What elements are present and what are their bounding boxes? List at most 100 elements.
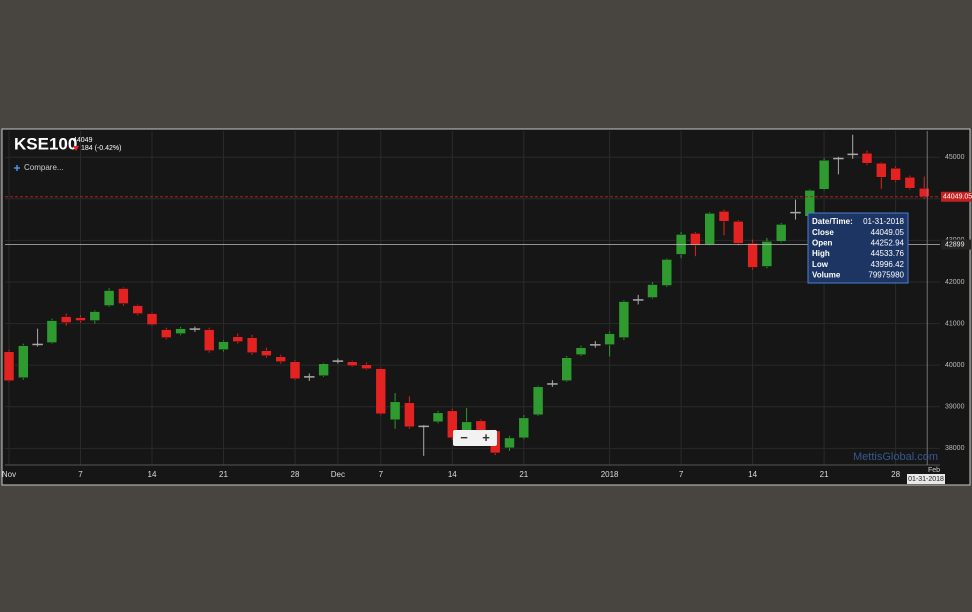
chart-title: KSE100 bbox=[14, 134, 77, 153]
tooltip-value: 01-31-2018 bbox=[863, 217, 904, 226]
candle-body bbox=[861, 152, 873, 164]
candle-body bbox=[18, 345, 29, 378]
candle-body bbox=[532, 386, 544, 416]
candle-body bbox=[75, 317, 86, 321]
candle-body bbox=[146, 313, 158, 325]
compare-button[interactable]: Compare... bbox=[24, 163, 64, 172]
candle-body bbox=[818, 159, 830, 190]
candle-body bbox=[561, 357, 572, 381]
candle-body bbox=[304, 376, 315, 378]
x-tick-label: 21 bbox=[519, 470, 528, 479]
crosshair-price-box bbox=[941, 239, 971, 250]
last-price-box bbox=[941, 191, 971, 202]
candle-body bbox=[647, 284, 658, 298]
candle-body bbox=[46, 320, 58, 343]
zoom-out[interactable]: − bbox=[460, 430, 468, 445]
x-tick-label: 7 bbox=[78, 470, 83, 479]
x-tick-label: 14 bbox=[148, 470, 157, 479]
candle-body bbox=[203, 329, 215, 351]
candle-body bbox=[718, 211, 730, 222]
y-tick-label: 45000 bbox=[945, 154, 965, 161]
candle-body bbox=[918, 188, 930, 198]
candle-body bbox=[775, 224, 787, 242]
candle-body bbox=[132, 305, 143, 314]
candle-body bbox=[890, 167, 901, 181]
candle-body bbox=[261, 350, 272, 356]
candle-body bbox=[60, 316, 72, 323]
tooltip-label: High bbox=[812, 249, 830, 258]
candle-body bbox=[389, 401, 401, 421]
candle-body bbox=[690, 233, 701, 246]
y-tick-label: 38000 bbox=[945, 445, 965, 452]
candle-body bbox=[661, 259, 673, 286]
x-tick-label: 28 bbox=[891, 470, 900, 479]
candle-body bbox=[575, 347, 587, 355]
candle-body bbox=[847, 153, 858, 156]
crosshair-price: 42899 bbox=[945, 241, 965, 248]
y-tick-label: 40000 bbox=[945, 362, 965, 369]
tooltip-value: 79975980 bbox=[868, 271, 904, 280]
candle-body bbox=[32, 343, 43, 346]
candle-body bbox=[275, 356, 286, 362]
down-icon bbox=[73, 146, 79, 151]
x-tick-label: Feb bbox=[928, 467, 940, 474]
last-price-label: 44049.05 bbox=[943, 194, 972, 201]
tooltip-label: Low bbox=[812, 260, 829, 269]
candle-body bbox=[246, 337, 258, 353]
zoom-box bbox=[453, 430, 497, 446]
candle-body bbox=[747, 243, 758, 268]
candle-body bbox=[618, 301, 630, 338]
candle-body bbox=[504, 437, 515, 449]
candle-body bbox=[118, 288, 129, 304]
x-tick-label: 21 bbox=[219, 470, 228, 479]
x-tick-label: 7 bbox=[679, 470, 684, 479]
candle-body bbox=[904, 177, 916, 189]
tooltip-value: 44049.05 bbox=[871, 228, 905, 237]
y-tick-label: 41000 bbox=[945, 320, 965, 327]
compare-icon bbox=[14, 165, 20, 171]
candle-body bbox=[632, 299, 644, 301]
candle-body bbox=[432, 412, 444, 423]
overlay: 44049.05 42899 01-31-2018 Date/Time: 01-31-2… bbox=[5, 131, 972, 484]
candle-body bbox=[418, 425, 429, 428]
x-tick-label: 7 bbox=[379, 470, 384, 479]
candle-body bbox=[175, 328, 186, 334]
y-tick-label: 42000 bbox=[945, 279, 965, 286]
zoom-in[interactable]: + bbox=[482, 430, 490, 445]
candle-body bbox=[332, 360, 344, 362]
candle-body bbox=[289, 361, 301, 379]
candle-body bbox=[876, 162, 887, 178]
candle-body bbox=[518, 417, 530, 439]
change: 184 (-0.42%) bbox=[81, 145, 121, 152]
x-tick-label: 14 bbox=[448, 470, 457, 479]
tooltip-label: Volume bbox=[812, 271, 841, 280]
tooltip-value: 44533.76 bbox=[871, 249, 905, 258]
y-tick-label: 39000 bbox=[945, 404, 965, 411]
candle-body bbox=[704, 213, 715, 245]
candle-body bbox=[804, 190, 816, 217]
candle-body bbox=[3, 351, 15, 381]
x-tick-label: 21 bbox=[820, 470, 829, 479]
candle-body bbox=[547, 383, 558, 385]
x-tick-label: Nov bbox=[2, 470, 16, 479]
x-tick-label: 14 bbox=[748, 470, 757, 479]
tooltip-value: 44252.94 bbox=[871, 239, 905, 248]
candle-body bbox=[189, 328, 201, 330]
candle-body bbox=[447, 410, 458, 439]
candle-body bbox=[318, 363, 329, 376]
candle-body bbox=[790, 211, 801, 214]
candle-body bbox=[833, 157, 844, 160]
watermark: MettisGlobal.com bbox=[853, 451, 938, 463]
crosshair-date-box bbox=[907, 474, 945, 484]
x-tick-label: Dec bbox=[331, 470, 345, 479]
candle-body bbox=[346, 361, 358, 366]
crosshair-date: 01-31-2018 bbox=[908, 476, 944, 483]
candle-body bbox=[761, 241, 773, 267]
tooltip-value: 43996.42 bbox=[871, 260, 905, 269]
tooltip-label: Date/Time: bbox=[812, 217, 853, 226]
candle-body bbox=[89, 311, 101, 321]
candle-body bbox=[218, 341, 229, 350]
candle-body bbox=[232, 336, 244, 342]
candle-body bbox=[103, 290, 115, 306]
